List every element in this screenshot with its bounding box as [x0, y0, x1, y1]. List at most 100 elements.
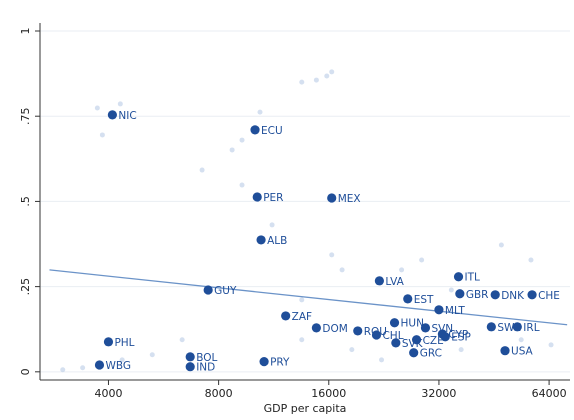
y-tick-label: .5	[19, 196, 32, 207]
background-point	[179, 337, 185, 343]
point	[353, 326, 363, 336]
x-tick-label: 16000	[311, 387, 346, 400]
point-label: PER	[263, 192, 283, 204]
fit-line	[49, 269, 568, 326]
background-point	[299, 79, 305, 85]
point	[250, 125, 260, 135]
point-label: MEX	[338, 193, 361, 205]
point-label: SVK	[402, 338, 424, 350]
point-label: CYP	[448, 329, 468, 341]
background-point	[518, 337, 524, 343]
point-label: DOM	[322, 323, 347, 335]
point-label: ESP	[451, 332, 471, 344]
point-label: IND	[196, 362, 215, 374]
point	[103, 337, 114, 347]
point	[311, 323, 321, 333]
background-point	[399, 267, 405, 273]
background-point	[299, 297, 305, 303]
point	[185, 362, 195, 372]
point	[252, 192, 262, 202]
point	[371, 330, 382, 340]
x-tick-label: 32000	[421, 387, 456, 400]
background-point	[269, 222, 275, 228]
y-tick-label: 0	[19, 368, 32, 375]
point	[409, 348, 419, 358]
point	[281, 311, 291, 321]
background-point	[99, 132, 105, 138]
point-label: BOL	[196, 352, 217, 364]
point	[107, 110, 117, 120]
point-label: PRY	[270, 357, 290, 369]
point	[391, 338, 401, 348]
background-point	[199, 167, 205, 173]
point	[256, 235, 266, 245]
point-label: ECU	[261, 125, 283, 137]
background-point	[239, 182, 245, 188]
point-label: ITL	[465, 272, 481, 284]
point	[434, 305, 444, 315]
point	[527, 290, 537, 300]
background-point	[548, 342, 554, 348]
background-point	[257, 109, 263, 115]
point	[374, 276, 384, 286]
point	[185, 352, 195, 362]
point	[500, 346, 510, 356]
point-label: CHE	[538, 290, 560, 302]
point-label: DNK	[501, 290, 525, 302]
point-label: EST	[414, 294, 434, 306]
y-tick-label: .75	[19, 107, 32, 125]
point-label: SVN	[431, 323, 453, 335]
point-label: PHL	[114, 337, 134, 349]
point	[327, 193, 337, 203]
background-point	[458, 347, 464, 353]
point-label: IRL	[523, 322, 539, 334]
background-point	[329, 252, 335, 258]
point-label: ALB	[267, 235, 287, 247]
y-tick-label: 1	[19, 28, 32, 35]
background-point	[299, 337, 305, 343]
point	[486, 322, 496, 332]
point-label: NIC	[118, 110, 136, 122]
y-tick-label: .25	[19, 278, 32, 296]
background-point	[448, 287, 454, 293]
background-point	[379, 357, 385, 363]
point	[403, 294, 413, 304]
point-label: CZE	[423, 335, 444, 347]
point-label: USA	[511, 346, 534, 358]
background-point	[419, 257, 425, 263]
point	[389, 318, 400, 328]
x-tick-label: 8000	[205, 387, 233, 400]
point	[203, 285, 213, 295]
background-point	[324, 73, 330, 79]
point-label: HUN	[401, 318, 424, 330]
point	[440, 332, 450, 342]
point	[490, 290, 500, 300]
x-tick-label: 64000	[532, 387, 567, 400]
point	[455, 289, 465, 299]
point-label: GUY	[214, 285, 237, 297]
x-axis-label: GDP per capita	[264, 402, 347, 415]
background-point	[229, 147, 235, 153]
point	[94, 360, 105, 370]
background-point	[239, 137, 245, 143]
point	[411, 335, 422, 345]
background-point	[119, 357, 125, 363]
background-point	[498, 242, 504, 248]
background-point	[329, 69, 335, 75]
point	[420, 323, 431, 333]
point-label: WBG	[105, 360, 131, 372]
point-label: MLT	[445, 305, 465, 317]
background-point	[80, 365, 86, 371]
background-point	[349, 347, 355, 353]
background-point	[313, 77, 319, 83]
background-point	[117, 101, 123, 107]
point-label: GRC	[420, 348, 442, 360]
point	[453, 272, 464, 282]
background-point	[149, 352, 155, 358]
x-tick-label: 4000	[94, 387, 122, 400]
background-point	[60, 367, 66, 373]
background-point	[339, 267, 345, 273]
point	[512, 322, 522, 332]
point-label: ZAF	[292, 311, 312, 323]
background-point	[94, 105, 100, 111]
